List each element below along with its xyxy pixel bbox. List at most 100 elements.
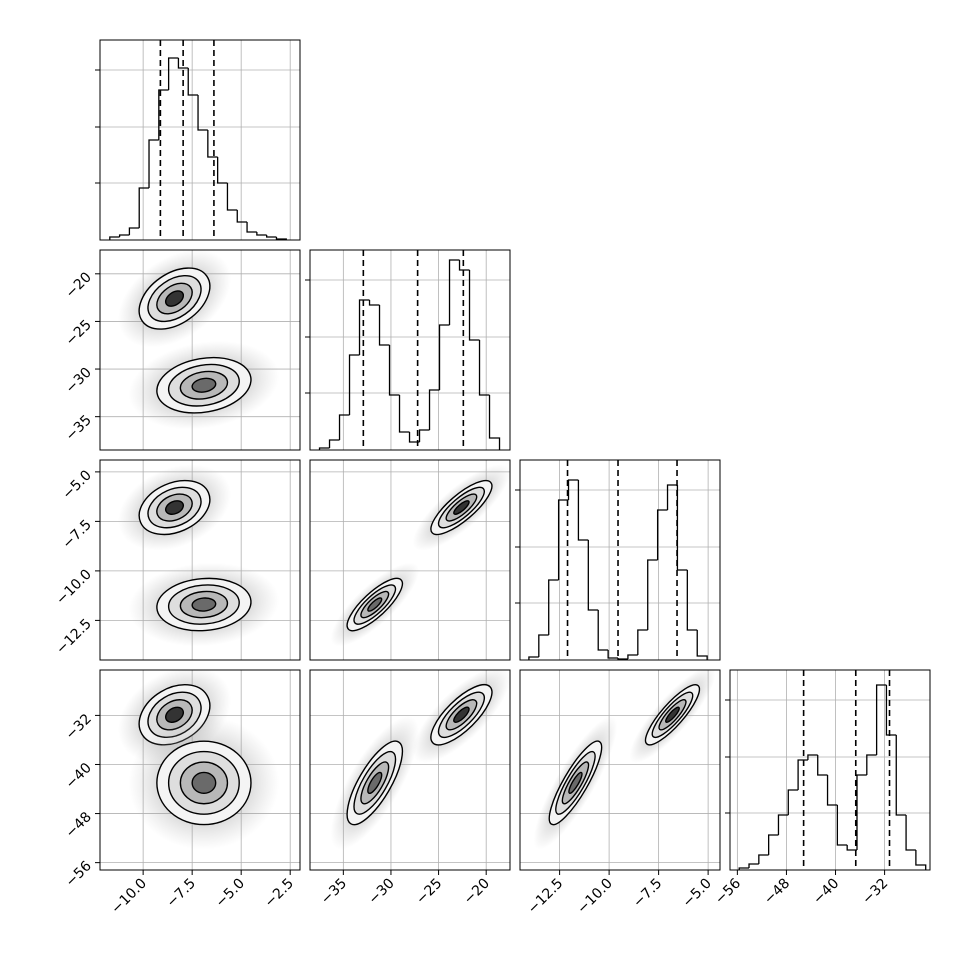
histogram-bin — [807, 754, 818, 760]
histogram-bin — [538, 634, 549, 657]
histogram-bin — [548, 579, 559, 635]
panel-frame — [99, 39, 301, 241]
y-tick-label: −25 — [63, 317, 95, 349]
histogram-bin — [567, 479, 579, 500]
histogram-bin — [207, 130, 218, 158]
histogram-bin — [378, 305, 390, 346]
x-tick-label: −5.0 — [213, 876, 248, 911]
histogram-bin — [468, 270, 480, 341]
histogram-bin — [358, 299, 370, 355]
x-tick-label: −48 — [761, 876, 793, 908]
x-tick-label: −5.0 — [680, 876, 715, 911]
histogram-bin — [408, 432, 420, 443]
y-tick-label: −5.0 — [59, 467, 94, 502]
x-tick-label: −10.0 — [108, 876, 150, 918]
histogram-bin — [577, 480, 589, 541]
contour — [164, 500, 185, 515]
histogram-bin — [458, 260, 470, 271]
panel-0-0 — [100, 40, 300, 240]
histogram-bin — [787, 789, 799, 815]
x-tick-label: −35 — [318, 876, 350, 908]
histogram-bin — [488, 395, 501, 450]
panel-frame — [309, 669, 511, 871]
histogram-bin — [428, 389, 440, 430]
histogram-bin — [846, 845, 857, 851]
x-tick-label: −7.5 — [164, 876, 199, 911]
histogram-bin — [266, 235, 277, 238]
histogram-bin — [797, 759, 808, 790]
x-tick-label: −32 — [859, 876, 891, 908]
contour — [453, 500, 470, 515]
histogram-bin — [528, 656, 539, 660]
panel-frame — [309, 459, 511, 661]
histogram-bin — [348, 354, 360, 415]
histogram-bin — [617, 658, 628, 660]
histogram-bin — [216, 157, 228, 184]
y-tick-label: −7.5 — [59, 517, 94, 552]
histogram-bin — [666, 484, 678, 510]
x-tick-label: −20 — [461, 876, 493, 908]
y-tick-label: −12.5 — [53, 616, 95, 658]
histogram-bin — [777, 814, 789, 835]
histogram-bin — [118, 234, 130, 237]
histogram-bin — [197, 95, 208, 131]
histogram-bin — [686, 570, 698, 631]
histogram-bin — [256, 232, 267, 236]
panel-1-3 — [310, 670, 510, 870]
histogram-bin — [398, 395, 410, 433]
histogram-bin — [478, 340, 490, 396]
histogram-bin — [388, 345, 400, 396]
histogram-bin — [627, 654, 638, 659]
histogram-bin — [748, 863, 759, 868]
histogram-bin — [817, 755, 828, 776]
y-tick-label: −32 — [63, 711, 95, 743]
contour — [191, 377, 217, 393]
y-tick-label: −56 — [63, 858, 95, 890]
contour — [568, 771, 583, 795]
histogram-bin — [368, 300, 380, 306]
contour — [367, 597, 383, 612]
histogram-bin — [587, 540, 599, 611]
x-tick-label: −56 — [712, 875, 744, 907]
histogram-bin — [226, 183, 238, 211]
histogram-bin — [338, 414, 350, 440]
x-tick-label: −7.5 — [630, 876, 665, 911]
histogram-bin — [167, 57, 179, 90]
panel-frame — [99, 459, 301, 661]
panel-0-3 — [100, 670, 300, 870]
histogram-bin — [637, 629, 648, 655]
y-tick-label: −48 — [63, 809, 95, 841]
histogram-bin — [438, 324, 450, 390]
histogram-bin — [885, 685, 897, 736]
histogram-bin — [676, 485, 688, 571]
histogram-bin — [768, 834, 779, 855]
histogram-bin — [866, 754, 877, 775]
histogram-bin — [696, 630, 708, 660]
x-tick-label: −2.5 — [262, 876, 297, 911]
panel-frame — [309, 249, 511, 451]
x-tick-label: −10.0 — [574, 876, 616, 918]
y-tick-label: −20 — [63, 269, 95, 301]
panel-frame — [99, 249, 301, 451]
histogram-bin — [915, 850, 927, 870]
panel-2-3 — [520, 670, 720, 870]
histogram-bin — [607, 650, 619, 659]
contour — [453, 706, 470, 724]
histogram-bin — [318, 447, 330, 450]
panel-frame — [729, 669, 931, 871]
contour — [164, 290, 185, 307]
histogram-bin — [328, 439, 340, 448]
panel-frame — [519, 669, 721, 871]
histogram-bin — [738, 867, 750, 870]
histogram-bin — [826, 775, 838, 806]
panel-1-2 — [310, 460, 510, 660]
y-tick-label: −40 — [63, 760, 95, 792]
histogram-bin — [418, 429, 430, 442]
x-tick-label: −12.5 — [525, 876, 567, 918]
histogram-bin — [875, 684, 887, 755]
histogram-bin — [597, 610, 609, 651]
contour — [191, 771, 217, 795]
histogram-bin — [246, 222, 257, 233]
histogram-bin — [895, 735, 907, 816]
